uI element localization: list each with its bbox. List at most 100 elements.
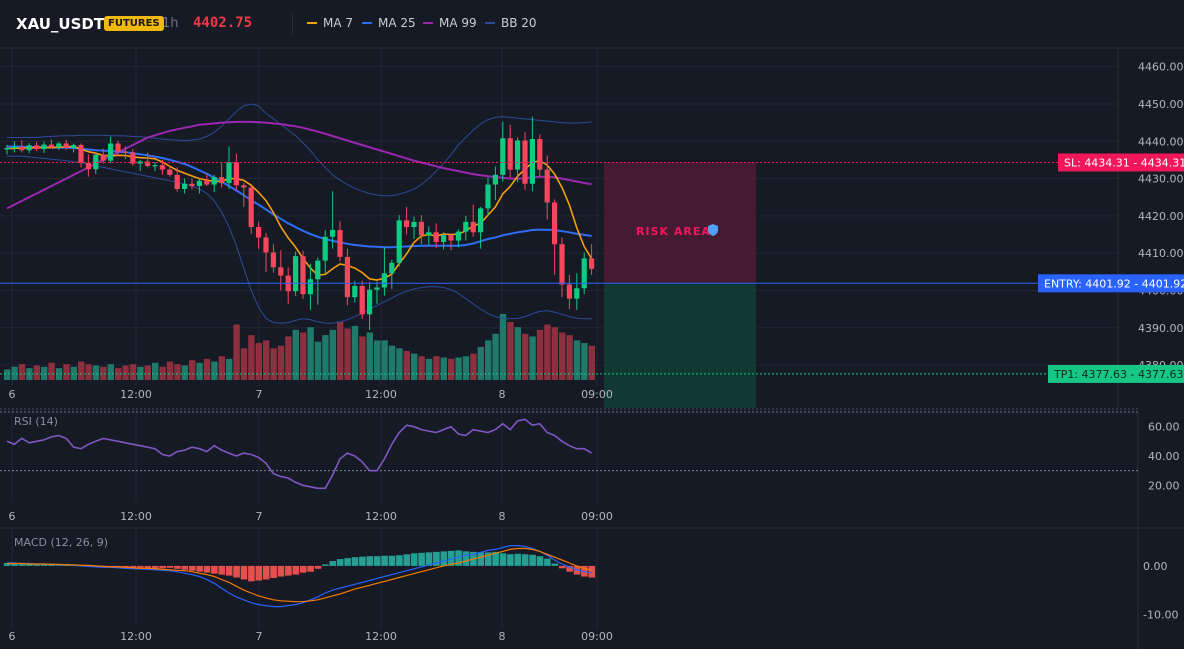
rsi-x-tick: 8 — [499, 510, 506, 523]
volume-bar — [425, 358, 433, 380]
macd-histogram-bar — [233, 565, 240, 578]
candle-body — [404, 220, 410, 228]
volume-bar — [492, 333, 499, 380]
bb-lower-line — [7, 155, 592, 324]
macd-histogram-bar — [410, 553, 418, 566]
candle-body — [211, 177, 217, 185]
candle-body — [478, 208, 484, 233]
risk-area-zone — [604, 162, 756, 284]
price-x-tick: 09:00 — [581, 388, 613, 401]
macd-histogram-bar — [551, 563, 559, 566]
volume-bar — [559, 332, 566, 380]
candle-body — [330, 230, 336, 237]
ma25-line — [7, 145, 592, 249]
futures-badge: FUTURES — [104, 16, 164, 31]
macd-histogram-bar — [181, 565, 189, 570]
macd-histogram-bar — [447, 550, 455, 566]
price-x-tick: 12:00 — [120, 388, 152, 401]
macd-histogram-bar — [277, 565, 285, 577]
macd-histogram-bar — [359, 556, 366, 566]
volume-bar — [322, 335, 329, 380]
legend-ma7[interactable]: MA 7 — [307, 16, 353, 30]
candle-body — [418, 221, 424, 236]
candle-body — [115, 143, 121, 152]
candle-body — [130, 152, 136, 164]
volume-bar — [411, 353, 418, 380]
volume-bar — [351, 325, 359, 380]
volume-bar — [55, 368, 63, 380]
header-divider — [292, 14, 293, 34]
candle-body — [56, 143, 62, 148]
rsi-tick-label: 40.00 — [1148, 450, 1180, 463]
legend-ma99[interactable]: MA 99 — [423, 16, 477, 30]
candle-body — [552, 202, 558, 245]
volume-bar — [211, 361, 218, 380]
legend-bb20[interactable]: BB 20 — [485, 16, 537, 30]
legend-ma99-label: MA 99 — [439, 16, 477, 30]
macd-histogram-bar — [336, 559, 344, 566]
candle-body — [322, 236, 328, 261]
candle-body — [233, 162, 239, 186]
macd-x-tick: 6 — [9, 630, 16, 643]
macd-histogram-bar — [129, 565, 137, 569]
volume-bar — [233, 324, 240, 380]
timeframe-label[interactable]: 1h — [162, 16, 179, 31]
candle-body — [145, 161, 151, 166]
price-tick-label: 4420.00 — [1138, 210, 1184, 223]
macd-histogram-bar — [322, 564, 329, 566]
macd-histogram-bar — [529, 554, 536, 566]
candle-body — [559, 244, 565, 285]
volume-bar — [85, 364, 92, 380]
volume-bar — [455, 357, 462, 380]
price-tick-label: 4450.00 — [1138, 98, 1184, 111]
macd-histogram-bar — [270, 565, 277, 578]
macd-histogram-bar — [492, 551, 499, 566]
volume-bar — [70, 366, 77, 380]
price-x-tick: 7 — [256, 388, 263, 401]
macd-histogram-bar — [425, 552, 433, 566]
price-tick-label: 4440.00 — [1138, 135, 1184, 148]
candle-body — [278, 267, 284, 276]
macd-histogram-bar — [218, 565, 226, 575]
rsi-title: RSI (14) — [14, 415, 58, 428]
candle-body — [337, 230, 343, 257]
candle-body — [26, 145, 32, 151]
macd-histogram-bar — [174, 565, 181, 569]
volume-bar — [433, 356, 440, 380]
symbol-name[interactable]: XAU_USDT — [16, 15, 105, 33]
macd-histogram-bar — [388, 555, 396, 566]
candle-body — [315, 260, 321, 280]
volume-bar — [403, 350, 410, 380]
rsi-tick-label: 20.00 — [1148, 479, 1180, 492]
candle-body — [544, 169, 550, 203]
candle-body — [108, 143, 114, 161]
rsi-line — [6, 418, 593, 490]
macd-histogram-bar — [225, 565, 233, 576]
volume-bar — [307, 327, 314, 380]
volume-bar — [129, 364, 137, 380]
macd-histogram-bar — [188, 565, 196, 571]
candle-body — [529, 139, 535, 184]
candle-body — [34, 145, 40, 150]
macd-histogram-bar — [544, 558, 551, 566]
macd-histogram-bar — [299, 565, 307, 573]
candle-body — [352, 285, 358, 298]
ma25-swatch-icon — [362, 22, 372, 24]
ma99-swatch-icon — [423, 22, 433, 24]
candle-body — [241, 185, 247, 188]
macd-histogram-bar — [499, 553, 507, 566]
legend-ma25[interactable]: MA 25 — [362, 16, 416, 30]
macd-histogram-bar — [566, 565, 573, 572]
volume-bar — [529, 336, 536, 380]
volume-bar — [581, 343, 588, 380]
macd-histogram-bar — [18, 562, 26, 566]
rsi-x-tick: 6 — [9, 510, 16, 523]
last-price: 4402.75 — [193, 15, 253, 31]
macd-histogram-bar — [455, 550, 462, 566]
macd-histogram-bar — [248, 565, 255, 582]
volume-bar — [255, 343, 262, 380]
volume-bar — [448, 358, 455, 380]
candle-body — [167, 169, 173, 175]
macd-histogram-bar — [514, 553, 522, 566]
